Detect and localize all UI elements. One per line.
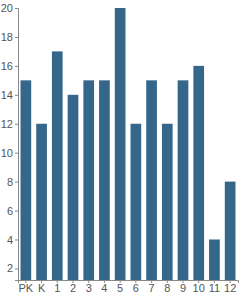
y-tick-label: 8 — [7, 176, 13, 188]
bars — [21, 8, 236, 280]
bar — [193, 66, 204, 280]
bar — [131, 124, 142, 280]
x-tick: PK — [19, 280, 34, 294]
x-tick: 7 — [149, 280, 155, 294]
y-tick: 18 — [1, 31, 18, 43]
bar — [99, 80, 110, 280]
y-tick-mark — [15, 95, 18, 96]
y-tick-label: 20 — [1, 2, 13, 14]
y-tick-mark — [15, 182, 18, 183]
y-tick-mark — [15, 8, 18, 9]
x-tick: 11 — [209, 280, 220, 294]
x-axis-line — [19, 281, 239, 284]
y-tick-label: 18 — [1, 31, 13, 43]
y-axis: 2 4 6 8 10 12 14 16 18 20 — [1, 2, 19, 280]
y-tick-mark — [15, 124, 18, 125]
y-tick: 20 — [1, 2, 18, 14]
y-tick-mark — [15, 239, 18, 240]
y-tick-label: 4 — [7, 234, 13, 246]
x-tick: 8 — [164, 280, 170, 294]
x-tick-label: 9 — [180, 282, 186, 294]
y-tick-label: 6 — [7, 205, 13, 217]
y-tick-mark — [15, 268, 18, 269]
x-tick-label: 4 — [101, 282, 107, 294]
y-tick-label: 14 — [1, 89, 13, 101]
y-tick: 16 — [1, 60, 18, 72]
x-tick-label: 7 — [149, 282, 155, 294]
y-axis-line — [15, 9, 19, 281]
x-tick: 3 — [86, 280, 92, 294]
y-tick: 8 — [7, 176, 18, 188]
bar — [178, 80, 189, 280]
x-tick-label: PK — [19, 282, 34, 294]
x-tick-label: 2 — [70, 282, 76, 294]
x-tick: 10 — [193, 280, 205, 294]
y-tick: 6 — [7, 205, 18, 217]
bar — [225, 182, 236, 280]
x-axis: PKK123456789101112 — [19, 280, 239, 294]
x-tick-label: 3 — [86, 282, 92, 294]
y-tick-label: 16 — [1, 60, 13, 72]
chart: 2468101214161820PKK123456789101112 — [0, 0, 240, 296]
x-tick: 5 — [117, 280, 123, 294]
x-tick-label: 8 — [164, 282, 170, 294]
y-tick-mark — [15, 153, 18, 154]
bar — [115, 8, 126, 280]
bar — [36, 124, 47, 280]
y-tick-label: 2 — [7, 262, 13, 274]
bar — [83, 80, 94, 280]
x-tick-label: 11 — [209, 282, 220, 294]
bar — [21, 80, 32, 280]
x-tick-label: 12 — [224, 282, 236, 294]
x-tick: 1 — [54, 280, 60, 294]
x-tick-label: 5 — [117, 282, 123, 294]
y-tick: 2 — [7, 262, 18, 274]
y-tick: 12 — [1, 118, 18, 130]
x-tick-label: K — [38, 282, 46, 294]
x-tick: 6 — [133, 280, 139, 294]
x-tick: 4 — [101, 280, 107, 294]
x-tick-label: 6 — [133, 282, 139, 294]
y-tick-mark — [15, 66, 18, 67]
plot: 2468101214161820PKK123456789101112 — [1, 2, 239, 294]
y-tick-label: 10 — [1, 147, 13, 159]
y-tick-mark — [15, 37, 18, 38]
bar — [146, 80, 157, 280]
x-tick-label: 10 — [193, 282, 205, 294]
bar — [68, 95, 79, 280]
x-tick: 2 — [70, 280, 76, 294]
bar — [52, 51, 63, 280]
x-tick: 12 — [224, 280, 236, 294]
y-tick-mark — [15, 211, 18, 212]
y-tick: 4 — [7, 234, 18, 246]
x-tick: 9 — [180, 280, 186, 294]
y-tick: 10 — [1, 147, 18, 159]
y-tick-label: 12 — [1, 118, 13, 130]
bar — [209, 239, 220, 280]
x-tick: K — [38, 280, 46, 294]
y-tick: 14 — [1, 89, 18, 101]
x-tick-label: 1 — [54, 282, 60, 294]
bar — [162, 124, 173, 280]
